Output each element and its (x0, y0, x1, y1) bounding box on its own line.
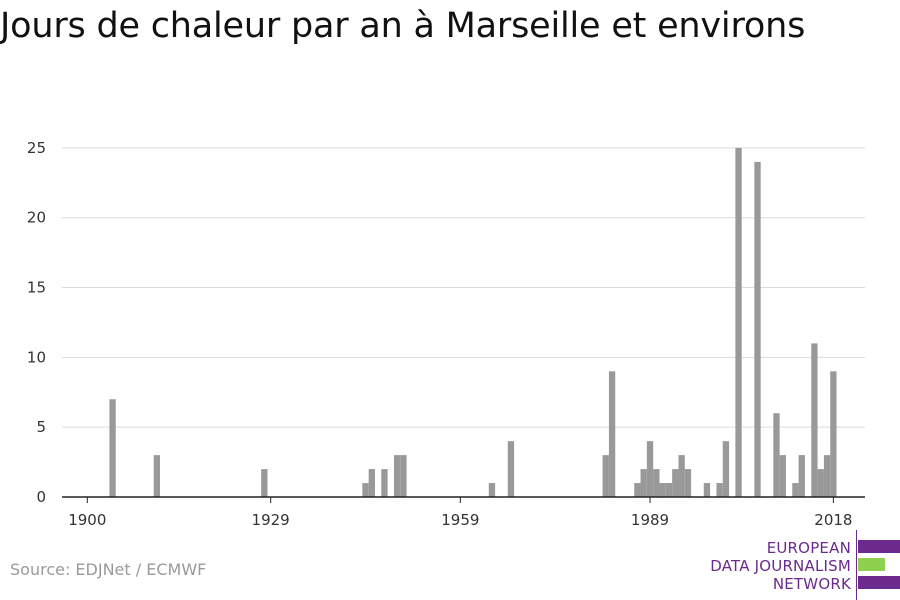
logo-divider (856, 530, 857, 600)
bar (665, 483, 673, 497)
bar (400, 455, 407, 497)
bar (798, 455, 805, 497)
bar (507, 441, 515, 497)
bar (823, 455, 831, 497)
x-tick-label: 1989 (631, 511, 669, 529)
bar (602, 455, 609, 497)
x-tick-label: 1959 (441, 511, 479, 529)
y-tick-label: 5 (36, 418, 46, 436)
logo-bar-top (858, 540, 900, 553)
gridlines (62, 147, 865, 428)
x-tick-label: 1900 (68, 511, 106, 529)
bar (381, 469, 388, 497)
axes: 0 5 10 15 20 25 1900 1929 1959 1989 2018 (27, 139, 865, 529)
bar (393, 455, 401, 497)
source-label: Source: EDJNet / ECMWF (10, 560, 207, 579)
bar (653, 469, 660, 497)
bar (754, 161, 761, 497)
y-tick-label: 15 (27, 279, 46, 297)
y-tick-label: 25 (27, 139, 46, 157)
bar (817, 469, 824, 497)
x-tick-label: 1929 (252, 511, 290, 529)
bar (703, 483, 711, 497)
bars (109, 147, 837, 498)
bar (634, 483, 641, 497)
bar (722, 441, 730, 497)
bar (672, 469, 679, 497)
bar (368, 469, 375, 497)
bar (792, 483, 799, 497)
bar (646, 441, 654, 497)
y-tick-label: 20 (27, 209, 46, 227)
bar (735, 147, 742, 498)
logo-bar-middle (858, 558, 885, 571)
bar (362, 483, 369, 497)
bar (716, 483, 723, 497)
bar (153, 455, 161, 497)
bar (830, 371, 837, 497)
logo-line-network: NETWORK (772, 575, 851, 593)
logo-line-data-journalism: DATA JOURNALISM (710, 557, 851, 575)
bar (811, 343, 818, 497)
x-tick-label: 2018 (814, 511, 852, 529)
bar (488, 483, 496, 497)
bar (640, 469, 647, 497)
bar (779, 455, 786, 497)
y-tick-label: 10 (27, 348, 46, 366)
bar (773, 413, 780, 497)
bar (684, 469, 692, 497)
logo-line-european: EUROPEAN (766, 539, 851, 557)
y-tick-label: 0 (36, 488, 46, 506)
bar (678, 455, 685, 497)
chart-title: Jours de chaleur par an à Marseille et e… (0, 6, 806, 46)
bar (109, 399, 116, 497)
edjnet-logo: EUROPEAN DATA JOURNALISM NETWORK (700, 530, 900, 600)
bar (261, 469, 268, 497)
bar (608, 371, 616, 497)
logo-bar-bottom (858, 576, 900, 589)
bar (659, 483, 666, 497)
